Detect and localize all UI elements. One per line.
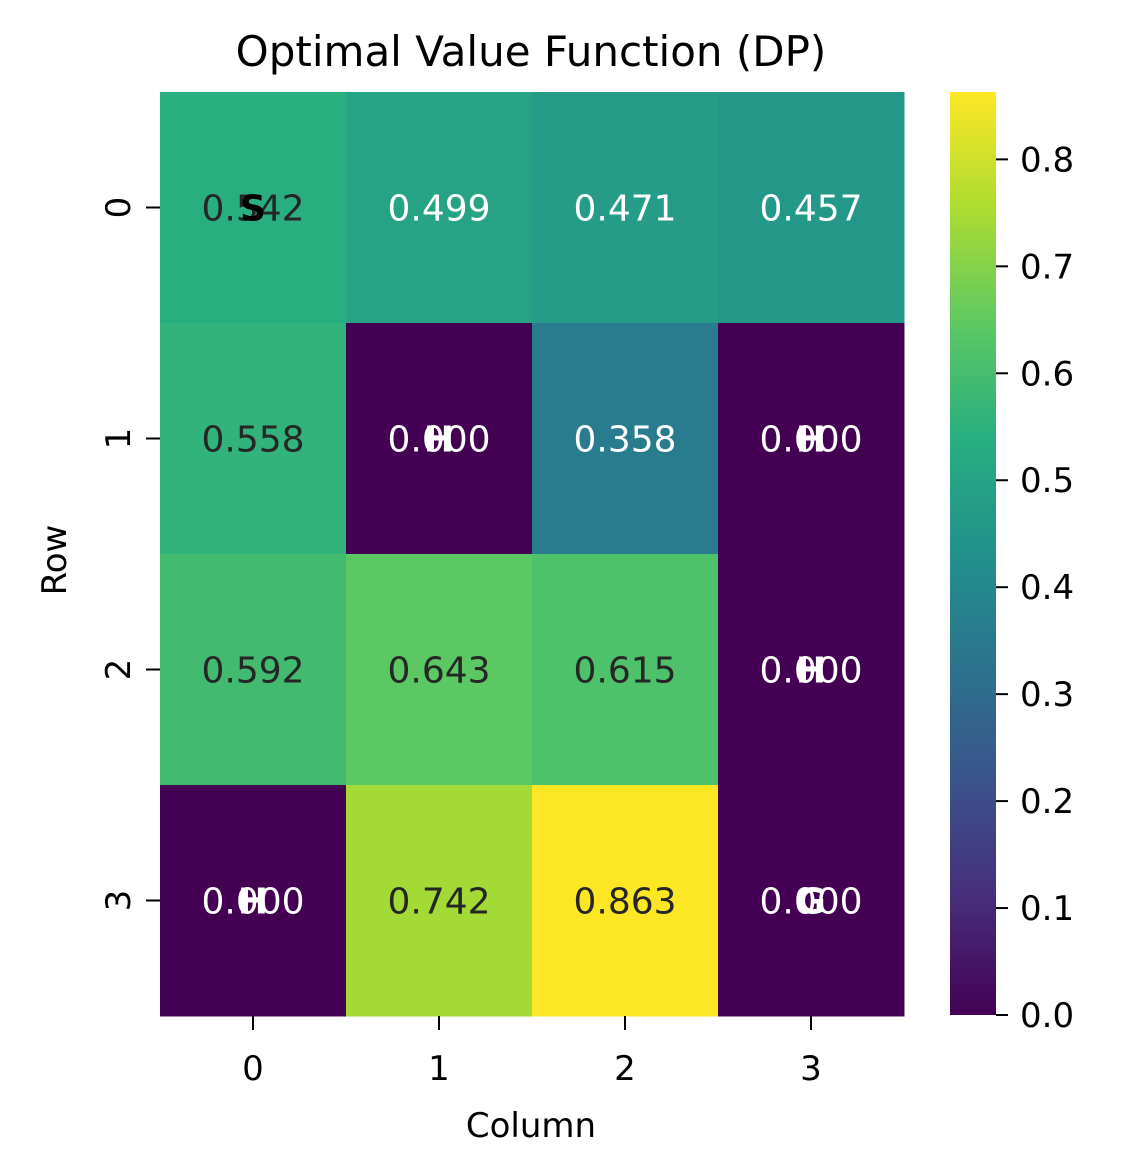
heatmap-cell-r2-c1 [346,554,533,786]
heatmap-cell-r2-c2 [532,554,719,786]
y-tick-label: 1 [99,428,139,450]
heatmap-cell-labels: 0.542 0.499 0.471 0.457 0.558 0.000 0.358 0.000… [201,189,862,923]
colorbar-ticks: 0.0 0.1 0.2 0.3 0.4 0.5 0.6 0.7 0.8 [996,140,1074,1036]
cell-value-label: 0.863 [573,882,676,923]
cell-value-label: 0.615 [573,651,676,692]
colorbar-tick-label: 0.0 [1020,996,1074,1036]
colorbar-tick-label: 0.8 [1020,140,1074,180]
heatmap-cell-r3-c0 [160,785,347,1017]
x-tick-label: 2 [614,1049,636,1089]
x-tick-label: 1 [428,1049,450,1089]
cell-value-label: 0.542 [201,189,304,230]
colorbar-tick-label: 0.4 [1020,568,1074,608]
cell-marker-h: H [796,420,826,461]
x-tick-label: 3 [800,1049,822,1089]
cell-value-label: 0.000 [387,420,490,461]
y-axis-label: Row [35,525,75,596]
cell-value-label: 0.000 [759,420,862,461]
colorbar-tick-label: 0.2 [1020,782,1074,822]
heatmap-cell-r0-c0 [160,92,347,324]
heatmap-cell-r1-c2 [532,323,719,555]
cell-marker-g: G [796,882,826,923]
heatmap-cell-r2-c3 [718,554,905,786]
cell-value-label: 0.457 [759,189,862,230]
heatmap-cell-r1-c3 [718,323,905,555]
heatmap-cells [160,92,905,1017]
y-tick-label: 3 [99,890,139,912]
cell-marker-s: S [240,189,266,230]
y-tick-label: 2 [99,659,139,681]
heatmap-cell-r3-c2 [532,785,719,1017]
heatmap-cell-r2-c0 [160,554,347,786]
colorbar-tick-label: 0.7 [1020,247,1074,287]
y-tick-label: 0 [99,197,139,219]
cell-marker-h: H [796,651,826,692]
chart-title: Optimal Value Function (DP) [236,27,827,76]
cell-value-label: 0.742 [387,882,490,923]
cell-value-label: 0.499 [387,189,490,230]
colorbar-tick-label: 0.3 [1020,675,1074,715]
cell-value-label: 0.643 [387,651,490,692]
colorbar [950,92,996,1015]
x-axis-label: Column [466,1106,596,1146]
cell-value-label: 0.000 [201,882,304,923]
colorbar-tick-label: 0.1 [1020,889,1074,929]
x-tick-label: 0 [242,1049,264,1089]
heatmap-cell-r1-c0 [160,323,347,555]
cell-value-label: 0.471 [573,189,676,230]
x-axis: 0 1 2 3 [242,1016,822,1089]
heatmap-cell-markers: S H H H H G [238,189,826,923]
heatmap-cell-r0-c3 [718,92,905,324]
cell-value-label: 0.592 [201,651,304,692]
cell-value-label: 0.000 [759,651,862,692]
heatmap-cell-r3-c3 [718,785,905,1017]
colorbar-tick-label: 0.6 [1020,354,1074,394]
heatmap-cell-r0-c2 [532,92,719,324]
cell-value-label: 0.000 [759,882,862,923]
cell-value-label: 0.358 [573,420,676,461]
heatmap-cell-r1-c1 [346,323,533,555]
y-axis: 0 1 2 3 [99,197,160,912]
heatmap-cell-r0-c1 [346,92,533,324]
colorbar-tick-label: 0.5 [1020,461,1074,501]
cell-marker-h: H [238,882,268,923]
heatmap-cell-r3-c1 [346,785,533,1017]
cell-value-label: 0.558 [201,420,304,461]
cell-marker-h: H [424,420,454,461]
